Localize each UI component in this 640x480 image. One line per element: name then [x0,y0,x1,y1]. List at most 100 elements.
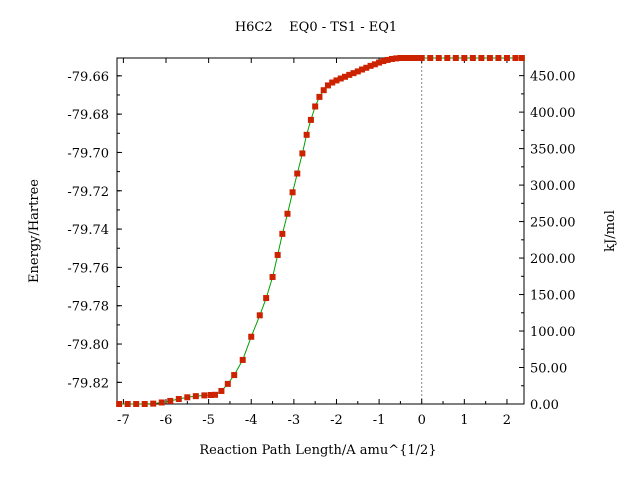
data-point [284,210,291,217]
y-right-tick-label: 400.00 [530,106,576,121]
data-point [393,55,400,62]
data-point [312,103,319,110]
data-point [427,55,434,61]
data-point [401,55,408,61]
data-point [486,55,493,61]
x-tick-label: -5 [202,413,215,428]
data-point [376,59,383,66]
data-point [150,400,157,407]
data-point [405,55,412,61]
y-right-tick-label: 300.00 [530,179,576,194]
data-point [303,131,310,138]
data-point [289,189,296,196]
data-point [503,55,510,61]
series-line [119,57,522,405]
data-point [384,56,391,63]
y-right-tick-label: 350.00 [530,143,576,158]
data-point [133,401,140,407]
data-point [410,55,417,61]
data-point [294,170,301,177]
data-point [388,55,395,62]
x-tick-label: -3 [288,413,301,428]
y-left-tick-label: -79.68 [67,108,109,123]
y-left-tick-label: -79.70 [67,146,109,161]
y-right-tick-label: 150.00 [530,289,576,304]
data-point [469,55,476,61]
data-point [461,55,468,61]
y-left-tick-label: -79.72 [67,185,109,200]
data-point [478,55,485,61]
data-point [175,396,182,403]
data-point [333,77,340,84]
data-point [337,75,344,82]
y-right-tick-label: 450.00 [530,70,576,85]
y-left-tick-label: -79.80 [67,338,109,353]
x-tick-label: -7 [117,413,130,428]
data-series [116,55,525,407]
y-axis-right-title: kJ/mol [603,210,618,252]
data-point [192,393,199,400]
data-point [116,401,123,407]
y-axis-left-title: Energy/Hartree [27,179,42,283]
y-right-tick-label: 100.00 [530,325,576,340]
y-right-tick-label: 0.00 [530,398,559,413]
chart-title: H6C2 EQ0 - TS1 - EQ1 [235,20,397,35]
data-point [452,55,459,61]
y-right-tick-label: 250.00 [530,216,576,231]
x-axis: -7 -6 -5 -4 -3 -2 -1 0 1 2 [117,58,511,428]
y-left-tick-label: -79.82 [67,376,109,391]
data-point [256,312,263,319]
y-left-tick-label: -79.78 [67,300,109,315]
y-left-tick-label: -79.76 [67,261,109,276]
data-point [124,401,131,407]
data-point [218,387,225,394]
data-point [435,55,442,61]
data-point [141,401,148,407]
data-point [307,116,314,123]
x-tick-label: -2 [330,413,343,428]
x-tick-label: -6 [160,413,173,428]
data-point [269,273,276,280]
data-point [354,68,361,75]
data-point [329,79,336,86]
x-tick-label: -4 [245,413,258,428]
data-point [380,58,387,65]
data-point [231,372,238,379]
x-tick-label: 1 [460,413,468,428]
data-point [414,55,421,61]
x-tick-label: 2 [503,413,511,428]
data-point [158,399,165,406]
data-point [201,392,208,399]
data-point [444,55,451,61]
data-point [397,55,404,61]
data-point [346,71,353,78]
plot-frame [116,57,525,405]
data-point [367,62,374,69]
y-axis-left: -79.82 -79.80 -79.78 -79.76 -79.74 -79.72 -79.… [67,70,122,403]
data-point [342,73,349,80]
data-point [263,295,270,302]
data-point [167,397,174,404]
data-point [299,150,306,157]
data-point [316,93,323,100]
y-axis-right: 0.00 50.00 100.00 150.00 200.00 250.00 300.00 3… [519,70,576,413]
data-point [512,55,519,61]
x-tick-label: 0 [418,413,426,428]
data-point [350,70,357,77]
x-axis-title: Reaction Path Length/A amu^{1/2} [199,443,436,458]
y-left-tick-label: -79.74 [67,223,109,238]
data-point [371,61,378,68]
data-point [324,82,331,89]
data-point [418,55,425,61]
y-right-tick-label: 50.00 [530,362,567,377]
data-point [518,55,525,61]
x-tick-label: -1 [373,413,386,428]
data-point [184,394,191,401]
data-point [320,87,327,94]
data-point [495,55,502,61]
data-point [212,391,219,398]
y-right-tick-label: 200.00 [530,252,576,267]
data-point [274,251,281,258]
data-point [279,230,286,237]
